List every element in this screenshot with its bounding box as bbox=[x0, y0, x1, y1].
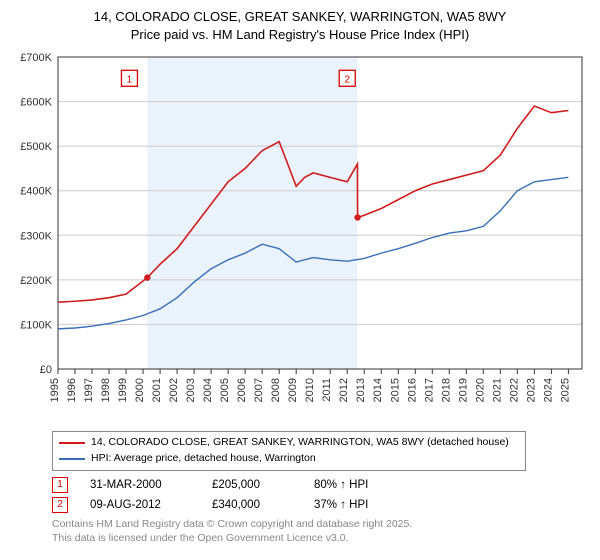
credit-line-2: This data is licensed under the Open Gov… bbox=[52, 531, 590, 545]
svg-text:£0: £0 bbox=[40, 364, 52, 376]
svg-text:2019: 2019 bbox=[457, 378, 469, 402]
sale-index-badge: 2 bbox=[52, 497, 68, 513]
svg-text:2011: 2011 bbox=[321, 378, 333, 402]
svg-text:2021: 2021 bbox=[491, 378, 503, 402]
sale-date: 31-MAR-2000 bbox=[90, 479, 190, 491]
sale-price: £205,000 bbox=[212, 479, 292, 491]
svg-text:2016: 2016 bbox=[406, 378, 418, 402]
svg-text:2014: 2014 bbox=[372, 378, 384, 402]
svg-text:1: 1 bbox=[127, 74, 133, 85]
legend-label: 14, COLORADO CLOSE, GREAT SANKEY, WARRIN… bbox=[91, 435, 509, 451]
svg-text:2013: 2013 bbox=[355, 378, 367, 402]
svg-text:2022: 2022 bbox=[508, 378, 520, 402]
svg-text:2007: 2007 bbox=[253, 378, 265, 402]
credit-line-1: Contains HM Land Registry data © Crown c… bbox=[52, 517, 590, 531]
svg-text:2009: 2009 bbox=[287, 378, 299, 402]
sale-price: £340,000 bbox=[212, 499, 292, 511]
legend-swatch bbox=[59, 458, 85, 460]
legend: 14, COLORADO CLOSE, GREAT SANKEY, WARRIN… bbox=[52, 431, 526, 471]
svg-text:2005: 2005 bbox=[219, 378, 231, 402]
svg-text:2: 2 bbox=[344, 74, 350, 85]
sale-index-badge: 1 bbox=[52, 477, 68, 493]
svg-text:1998: 1998 bbox=[100, 378, 112, 402]
svg-text:£300K: £300K bbox=[20, 230, 52, 242]
legend-item: HPI: Average price, detached house, Warr… bbox=[59, 451, 519, 467]
legend-label: HPI: Average price, detached house, Warr… bbox=[91, 451, 316, 467]
svg-text:2000: 2000 bbox=[134, 378, 146, 402]
svg-text:2010: 2010 bbox=[304, 378, 316, 402]
legend-swatch bbox=[59, 442, 85, 444]
sale-hpi-delta: 37% ↑ HPI bbox=[314, 499, 368, 511]
svg-text:£400K: £400K bbox=[20, 186, 52, 198]
legend-item: 14, COLORADO CLOSE, GREAT SANKEY, WARRIN… bbox=[59, 435, 519, 451]
credit-text: Contains HM Land Registry data © Crown c… bbox=[52, 517, 590, 545]
title-line-2: Price paid vs. HM Land Registry's House … bbox=[10, 26, 590, 44]
svg-text:2018: 2018 bbox=[440, 378, 452, 402]
svg-text:£500K: £500K bbox=[20, 141, 52, 153]
title-line-1: 14, COLORADO CLOSE, GREAT SANKEY, WARRIN… bbox=[10, 8, 590, 26]
svg-text:2020: 2020 bbox=[474, 378, 486, 402]
svg-text:2025: 2025 bbox=[559, 378, 571, 402]
svg-text:2002: 2002 bbox=[168, 378, 180, 402]
svg-text:1995: 1995 bbox=[49, 378, 61, 402]
svg-text:2006: 2006 bbox=[236, 378, 248, 402]
svg-text:£200K: £200K bbox=[20, 275, 52, 287]
sale-row: 2 09-AUG-2012 £340,000 37% ↑ HPI bbox=[52, 495, 590, 515]
svg-text:2012: 2012 bbox=[338, 378, 350, 402]
sale-row: 1 31-MAR-2000 £205,000 80% ↑ HPI bbox=[52, 475, 590, 495]
svg-text:1996: 1996 bbox=[66, 378, 78, 402]
svg-text:2017: 2017 bbox=[423, 378, 435, 402]
chart-title: 14, COLORADO CLOSE, GREAT SANKEY, WARRIN… bbox=[10, 8, 590, 43]
svg-text:2008: 2008 bbox=[270, 378, 282, 402]
svg-text:2003: 2003 bbox=[185, 378, 197, 402]
sale-date: 09-AUG-2012 bbox=[90, 499, 190, 511]
sale-hpi-delta: 80% ↑ HPI bbox=[314, 479, 368, 491]
svg-text:2023: 2023 bbox=[525, 378, 537, 402]
svg-text:1999: 1999 bbox=[117, 378, 129, 402]
svg-text:2001: 2001 bbox=[151, 378, 163, 402]
svg-text:£700K: £700K bbox=[20, 52, 52, 64]
svg-text:£100K: £100K bbox=[20, 320, 52, 332]
svg-text:£600K: £600K bbox=[20, 97, 52, 109]
price-chart: £0 £100K £200K £300K £400K £500K £600K £700K 199… bbox=[10, 47, 590, 427]
svg-text:1997: 1997 bbox=[83, 378, 95, 402]
svg-text:2024: 2024 bbox=[542, 378, 554, 402]
svg-text:2015: 2015 bbox=[389, 378, 401, 402]
sale-events: 1 31-MAR-2000 £205,000 80% ↑ HPI 2 09-AUG-201… bbox=[52, 475, 590, 515]
svg-text:2004: 2004 bbox=[202, 378, 214, 402]
